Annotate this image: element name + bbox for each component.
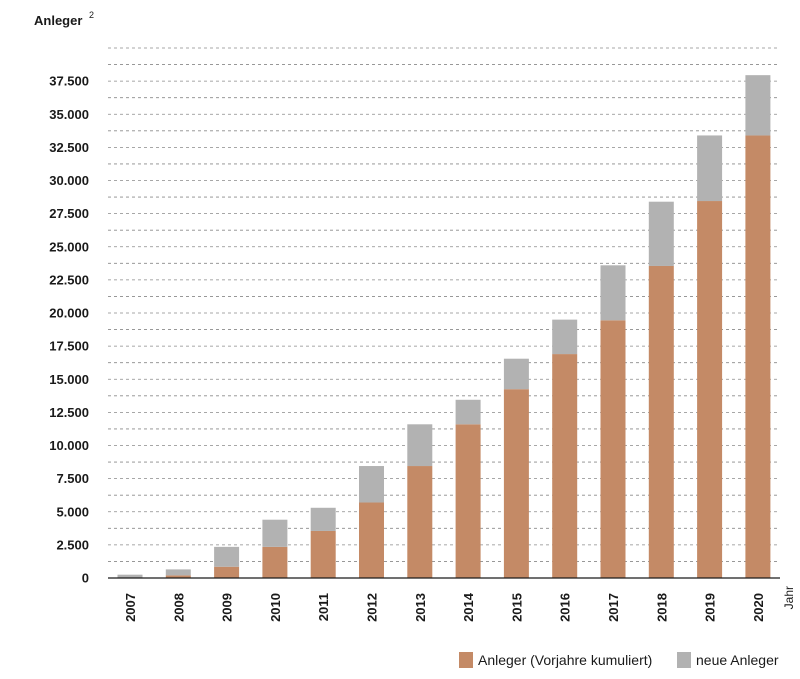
x-tick-label: 2013 [413, 593, 428, 622]
bar-segment-new [697, 135, 723, 202]
bar-segment-cumulative [648, 265, 674, 578]
y-tick-label: 27.500 [49, 206, 89, 221]
y-tick-label: 0 [82, 571, 89, 586]
bar-segment-new [648, 201, 674, 266]
y-tick-label: 37.500 [49, 74, 89, 89]
bar-segment-new [310, 507, 336, 531]
bar-segment-cumulative [310, 530, 336, 578]
x-tick-label: 2010 [268, 593, 283, 622]
y-tick-label: 25.000 [49, 239, 89, 254]
bar-segment-cumulative [262, 546, 288, 578]
y-tick-label: 12.500 [49, 405, 89, 420]
y-axis-title: Anleger 2 [34, 10, 94, 28]
gridlines [108, 47, 780, 562]
bar-segment-cumulative [214, 566, 240, 578]
bars [117, 75, 771, 578]
legend-label: neue Anleger [696, 652, 779, 668]
y-tick-label: 15.000 [49, 372, 89, 387]
x-tick-label: 2007 [123, 593, 138, 622]
y-tick-label: 5.000 [56, 504, 89, 519]
x-tick-label: 2009 [220, 593, 235, 622]
bar-segment-new [503, 358, 529, 390]
x-tick-label: 2018 [654, 593, 669, 622]
y-axis-ticks: 0 2.500 5.000 7.500 10.000 12.500 15.000 17.500… [49, 74, 89, 586]
bar-segment-new [262, 519, 288, 547]
y-axis-label: Anleger [34, 13, 82, 28]
bar-segment-new [552, 319, 578, 355]
bar-segment-new [117, 574, 143, 578]
bar-segment-cumulative [600, 320, 626, 578]
bar-segment-new [359, 466, 384, 503]
bar-segment-new [745, 75, 771, 136]
x-tick-label: 2017 [606, 593, 621, 622]
x-tick-label: 2012 [365, 593, 380, 622]
x-tick-label: 2019 [703, 593, 718, 622]
y-tick-label: 35.000 [49, 107, 89, 122]
y-tick-label: 32.500 [49, 140, 89, 155]
bar-segment-cumulative [359, 502, 384, 578]
y-tick-label: 22.500 [49, 272, 89, 287]
y-tick-label: 10.000 [49, 438, 89, 453]
bar-segment-cumulative [552, 354, 578, 578]
y-tick-label: 17.500 [49, 339, 89, 354]
y-tick-label: 20.000 [49, 306, 89, 321]
y-tick-label: 2.500 [56, 537, 89, 552]
legend-swatch [459, 652, 473, 668]
y-axis-label-superscript: 2 [89, 10, 94, 20]
bar-segment-cumulative [165, 575, 191, 578]
bar-segment-new [600, 265, 626, 321]
bar-segment-new [165, 569, 191, 576]
x-tick-label: 2015 [509, 593, 524, 622]
bar-segment-cumulative [503, 389, 529, 578]
x-axis-ticks: 2007 2008 2009 2010 2011 2012 2013 2014 2015 2016… [123, 592, 766, 622]
bar-segment-new [214, 546, 240, 567]
y-tick-label: 30.000 [49, 173, 89, 188]
y-tick-label: 7.500 [56, 471, 89, 486]
bar-segment-cumulative [407, 466, 433, 578]
x-tick-label: 2016 [558, 593, 573, 622]
legend-swatch [677, 652, 691, 668]
x-tick-label: 2011 [316, 593, 331, 621]
bar-segment-cumulative [455, 424, 481, 578]
bar-segment-new [407, 424, 433, 467]
legend-label: Anleger (Vorjahre kumuliert) [478, 652, 652, 668]
bar-segment-cumulative [745, 135, 771, 578]
bar-segment-new [455, 399, 481, 425]
x-tick-label: 2014 [461, 592, 476, 622]
bar-segment-cumulative [697, 201, 723, 578]
x-tick-label: 2008 [171, 593, 186, 622]
x-axis-label: Jahr [782, 586, 796, 609]
x-tick-label: 2020 [751, 593, 766, 622]
legend: Anleger (Vorjahre kumuliert) neue Anleger [459, 652, 779, 668]
